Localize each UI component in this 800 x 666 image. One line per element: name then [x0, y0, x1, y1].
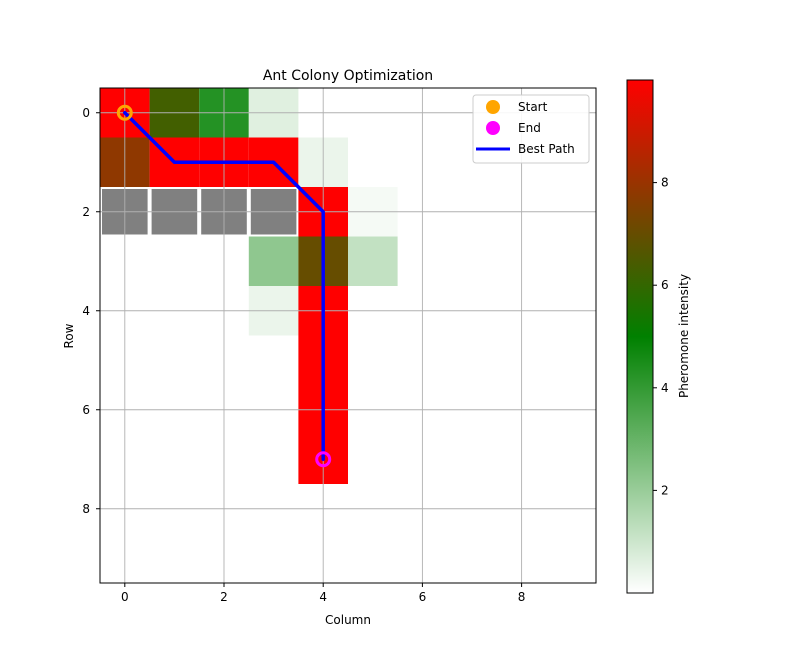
x-tick-label: 2	[220, 590, 228, 604]
best-path-layer	[123, 111, 325, 461]
y-tick-label: 4	[82, 304, 90, 318]
colorbar-tick-label: 4	[661, 381, 669, 395]
legend-end-label: End	[518, 121, 541, 135]
best-path-line	[123, 111, 325, 461]
endpoint-markers	[116, 104, 332, 468]
colorbar-tick-label: 2	[661, 483, 669, 497]
legend-path-label: Best Path	[518, 142, 575, 156]
x-tick-label: 8	[518, 590, 526, 604]
legend-start-marker	[486, 100, 500, 114]
end-marker	[315, 451, 332, 468]
x-tick-label: 0	[121, 590, 129, 604]
x-tick-label: 4	[319, 590, 327, 604]
pheromone-cell	[248, 236, 299, 286]
heatmap-cells	[100, 88, 398, 484]
start-marker	[116, 104, 133, 121]
legend-box	[472, 94, 590, 164]
y-tick-label: 2	[82, 205, 90, 219]
y-tick-label: 8	[82, 502, 90, 516]
colorbar-ticks: 2 4 6 8	[653, 176, 669, 497]
legend: Start End Best Path	[472, 94, 590, 164]
legend-end-marker	[486, 121, 500, 135]
y-axis-label: Row	[62, 323, 76, 348]
x-tick-label: 6	[419, 590, 427, 604]
colorbar	[626, 79, 654, 594]
y-tick-label: 6	[82, 403, 90, 417]
y-tick-label: 0	[82, 106, 90, 120]
plot-frame	[99, 87, 597, 584]
grid-lines	[100, 88, 596, 583]
x-axis-ticks: 0 2 4 6 8	[121, 583, 525, 604]
colorbar-label: Pheromone intensity	[677, 274, 691, 398]
y-axis-ticks: 0 2 4 6 8	[82, 106, 100, 516]
colorbar-tick-label: 8	[661, 176, 669, 190]
colorbar-tick-label: 6	[661, 278, 669, 292]
pheromone-cell	[348, 236, 398, 286]
x-axis-label: Column	[325, 613, 371, 627]
legend-start-label: Start	[518, 100, 548, 114]
chart-title: Ant Colony Optimization	[263, 68, 433, 84]
